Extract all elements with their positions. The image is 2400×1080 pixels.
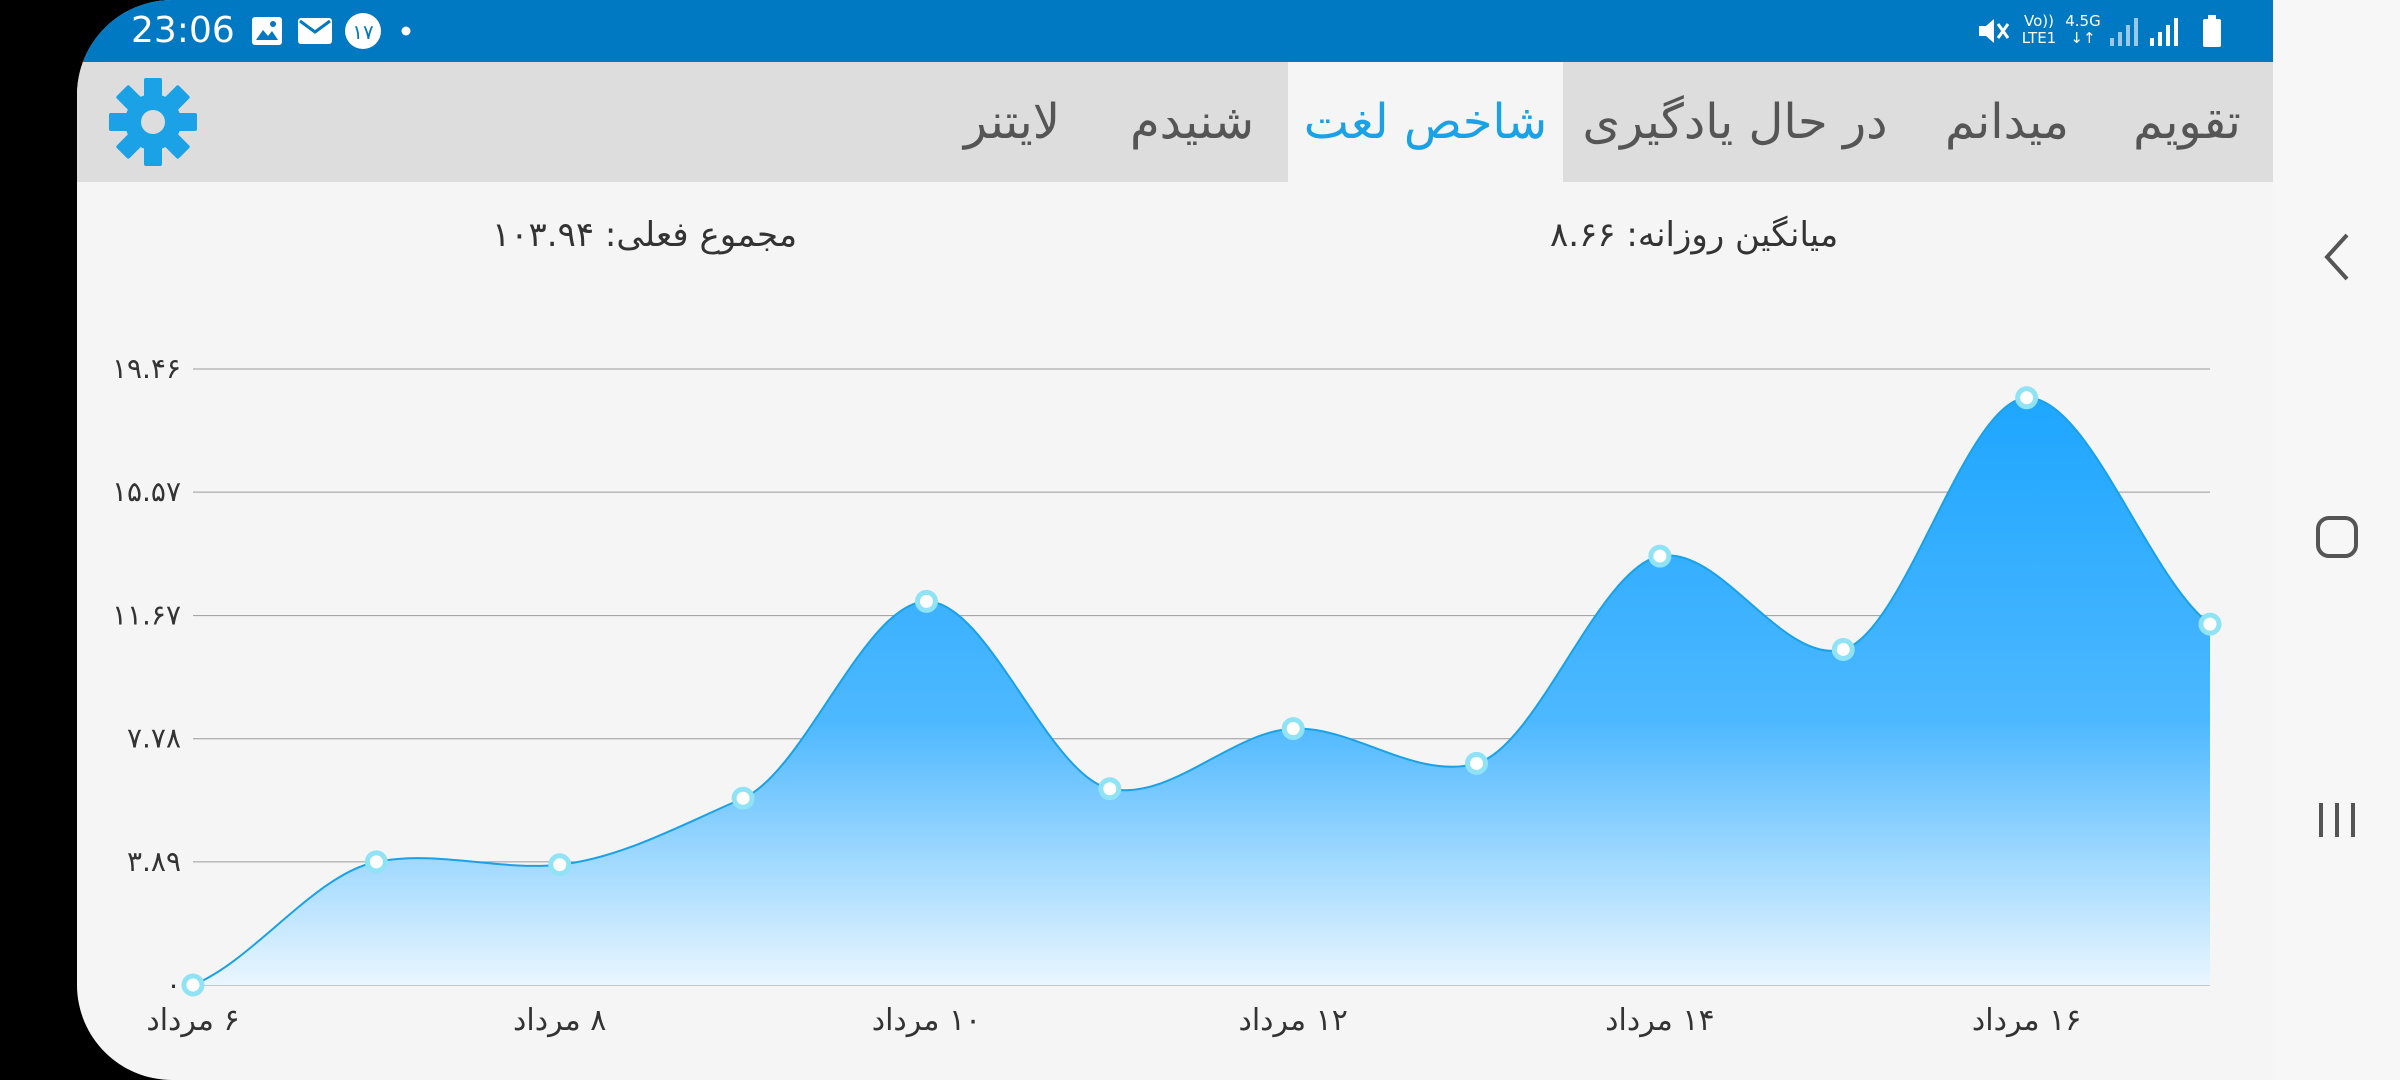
data-point[interactable]: [914, 589, 938, 613]
status-time: 23:06: [131, 10, 235, 51]
y-tick-label: ۱۹.۴۶: [112, 352, 181, 385]
data-point[interactable]: [1648, 544, 1672, 568]
x-tick-label: ۶ مرداد: [146, 1003, 239, 1038]
y-tick-label: ۱۵.۵۷: [112, 475, 181, 508]
y-tick-label: ۷.۷۸: [127, 722, 181, 755]
settings-button[interactable]: [105, 74, 201, 170]
data-point[interactable]: [2015, 386, 2039, 410]
data-point[interactable]: [364, 850, 388, 874]
navigation-bar: [2273, 0, 2400, 1080]
battery-icon: [2197, 14, 2227, 48]
x-tick-label: ۱۰ مرداد: [872, 1003, 981, 1038]
app-screen: 23:06 ۱۷ Vo)) LTE1 4.5G ↓↑: [77, 0, 2273, 1080]
tab-leitner[interactable]: لایتنر: [963, 94, 1061, 150]
mail-icon: [296, 14, 334, 48]
svg-text:۱۷: ۱۷: [352, 20, 374, 44]
data-point[interactable]: [181, 973, 205, 997]
data-point[interactable]: [548, 853, 572, 877]
data-point[interactable]: [1281, 717, 1305, 741]
data-point[interactable]: [731, 786, 755, 810]
current-total: مجموع فعلی: ۱۰۳.۹۴: [492, 215, 798, 255]
notification-count-badge: ۱۷: [344, 13, 382, 49]
volte-label: Vo)): [2024, 12, 2054, 30]
x-tick-label: ۱۲ مرداد: [1238, 1003, 1347, 1038]
signal-icon-2: [2147, 14, 2183, 48]
word-index-chart: ۰ ۳.۸۹ ۷.۷۸ ۱۱.۶۷ ۱۵.۵۷ ۱۹.۴۶ ۶ مرداد ۸ مرداد ۱۰…: [112, 352, 2222, 1038]
recents-button[interactable]: [2273, 745, 2400, 895]
x-tick-label: ۸ مرداد: [513, 1003, 606, 1038]
home-button[interactable]: [2273, 462, 2400, 612]
tab-bar: تقویم میدانم در حال یادگیری شاخص لغت شنی…: [77, 62, 2273, 182]
area-series: [193, 397, 2210, 986]
status-bar: 23:06 ۱۷ Vo)) LTE1 4.5G ↓↑: [77, 0, 2273, 62]
home-icon: [2315, 516, 2358, 558]
y-tick-label: ۰: [166, 968, 181, 1001]
network-type-label: 4.5G: [2065, 12, 2101, 30]
y-tick-label: ۳.۸۹: [127, 845, 181, 878]
data-point[interactable]: [1831, 637, 1855, 661]
tab-know[interactable]: میدانم: [1944, 94, 2070, 150]
x-tick-label: ۱۶ مرداد: [1972, 1003, 2081, 1038]
data-point[interactable]: [1098, 777, 1122, 801]
tab-word-index[interactable]: شاخص لغت: [1288, 62, 1563, 182]
y-tick-label: ۱۱.۶۷: [112, 599, 181, 632]
data-point[interactable]: [1465, 751, 1489, 775]
signal-icon: [2107, 14, 2143, 48]
tab-calendar[interactable]: تقویم: [2133, 94, 2241, 150]
tab-learning[interactable]: در حال یادگیری: [1582, 94, 1888, 150]
lte-label: LTE1: [2021, 29, 2057, 47]
recents-icon: [2318, 803, 2355, 837]
daily-average: میانگین روزانه: ۸.۶۶: [1550, 215, 1839, 255]
back-icon: [2323, 233, 2348, 281]
x-tick-label: ۱۴ مرداد: [1605, 1003, 1714, 1038]
image-icon: [249, 14, 285, 48]
tab-heard[interactable]: شنیدم: [1129, 94, 1255, 150]
data-arrows-icon: ↓↑: [2070, 29, 2096, 47]
dot-icon: [399, 14, 413, 48]
data-point[interactable]: [2198, 612, 2222, 636]
gear-icon: [109, 78, 197, 166]
back-button[interactable]: [2273, 182, 2400, 332]
network-type: 4.5G ↓↑: [2063, 10, 2103, 50]
mute-icon: [1975, 14, 2013, 48]
network-label: Vo)) LTE1: [2019, 10, 2059, 50]
